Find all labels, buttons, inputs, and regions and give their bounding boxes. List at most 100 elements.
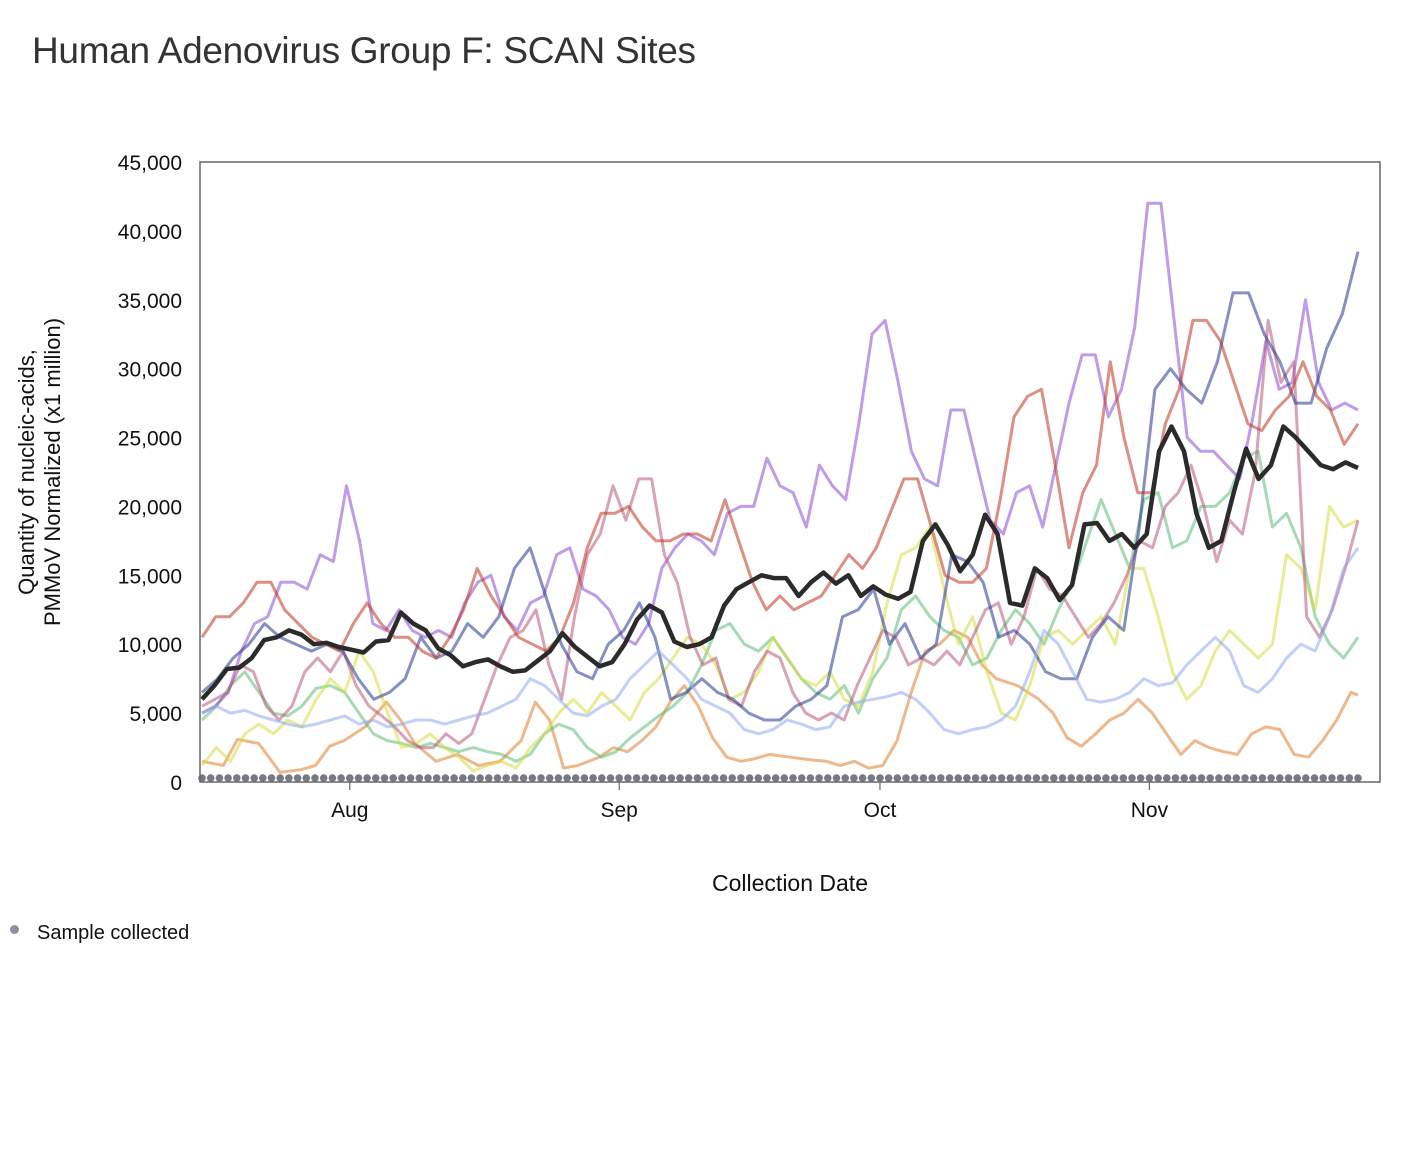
sample-dot[interactable] — [319, 774, 328, 782]
sample-dot[interactable] — [1189, 774, 1197, 782]
sample-dot[interactable] — [876, 774, 884, 782]
sample-dot[interactable] — [267, 774, 276, 782]
series-line-redwood-city-ca[interactable] — [201, 318, 1360, 750]
sample-dot[interactable] — [1006, 774, 1015, 782]
sample-dot[interactable] — [1206, 774, 1214, 782]
sample-dot[interactable] — [398, 774, 406, 782]
sample-dot[interactable] — [858, 774, 867, 782]
sample-dot[interactable] — [1015, 774, 1023, 782]
sample-dot[interactable] — [841, 774, 849, 782]
sample-dot[interactable] — [667, 774, 676, 782]
series-line-average[interactable] — [200, 424, 1359, 701]
sample-dot[interactable] — [971, 774, 980, 782]
sample-dot[interactable] — [1180, 774, 1188, 782]
sample-dot[interactable] — [337, 774, 345, 782]
sample-dot[interactable] — [937, 774, 945, 782]
sample-dot[interactable] — [824, 774, 832, 782]
sample-dot[interactable] — [1232, 774, 1241, 782]
sample-dot[interactable] — [415, 774, 424, 782]
sample-dot[interactable] — [241, 774, 250, 782]
sample-dot[interactable] — [1163, 774, 1171, 782]
sample-dot[interactable] — [215, 774, 224, 782]
sample-dot[interactable] — [615, 774, 623, 782]
sample-dot[interactable] — [658, 774, 667, 782]
sample-dot[interactable] — [1154, 774, 1162, 782]
series-line-gilroy-ca[interactable] — [201, 628, 1359, 774]
sample-dot[interactable] — [554, 774, 563, 782]
sample-dot[interactable] — [1145, 774, 1154, 782]
sample-dot[interactable] — [737, 774, 745, 782]
sample-dot[interactable] — [1223, 774, 1232, 782]
sample-dot[interactable] — [1067, 774, 1075, 782]
sample-dot[interactable] — [980, 774, 989, 782]
sample-dot[interactable] — [997, 774, 1006, 782]
sample-dot[interactable] — [902, 774, 910, 782]
sample-dot[interactable] — [684, 774, 693, 782]
sample-dot[interactable] — [389, 774, 398, 782]
sample-dot[interactable] — [1258, 774, 1267, 782]
sample-dot[interactable] — [1093, 774, 1101, 782]
sample-dot[interactable] — [780, 774, 789, 782]
sample-dot[interactable] — [850, 774, 858, 782]
sample-dot[interactable] — [945, 774, 954, 782]
sample-dot[interactable] — [1215, 774, 1223, 782]
sample-dot[interactable] — [485, 774, 493, 782]
sample-dot[interactable] — [1171, 774, 1180, 782]
sample-dot[interactable] — [328, 774, 337, 782]
sample-dot[interactable] — [797, 774, 806, 782]
sample-dot[interactable] — [763, 774, 771, 782]
sample-dot[interactable] — [1310, 774, 1319, 782]
sample-dot[interactable] — [276, 774, 285, 782]
sample-dot[interactable] — [424, 774, 432, 782]
sample-dot[interactable] — [406, 774, 415, 782]
sample-dot[interactable] — [1267, 774, 1275, 782]
sample-dot[interactable] — [1302, 774, 1310, 782]
sample-dot[interactable] — [285, 774, 293, 782]
series-line-palo-alto-ca[interactable] — [200, 504, 1359, 773]
sample-dot[interactable] — [459, 774, 467, 782]
sample-dot[interactable] — [1345, 774, 1354, 782]
sample-dot[interactable] — [311, 774, 319, 782]
sample-dot[interactable] — [910, 774, 919, 782]
sample-dot[interactable] — [702, 774, 710, 782]
sample-dot[interactable] — [650, 774, 658, 782]
sample-dot[interactable] — [476, 774, 484, 782]
sample-dot[interactable] — [632, 774, 641, 782]
sample-dot[interactable] — [1084, 774, 1093, 782]
sample-dot[interactable] — [537, 774, 545, 782]
sample-dot[interactable] — [1276, 774, 1284, 782]
sample-dot[interactable] — [954, 774, 962, 782]
sample-dot[interactable] — [432, 774, 441, 782]
sample-dot[interactable] — [502, 774, 511, 782]
sample-dot[interactable] — [963, 774, 971, 782]
sample-dot[interactable] — [528, 774, 537, 782]
sample-dot[interactable] — [711, 774, 719, 782]
sample-dot[interactable] — [1041, 774, 1049, 782]
sample-dot[interactable] — [589, 774, 597, 782]
sample-dot[interactable] — [893, 774, 902, 782]
sample-dot[interactable] — [989, 774, 997, 782]
sample-dot[interactable] — [380, 774, 389, 782]
sample-dot[interactable] — [676, 774, 684, 782]
sample-dot[interactable] — [606, 774, 615, 782]
sample-dot[interactable] — [728, 774, 736, 782]
sample-dot[interactable] — [571, 774, 580, 782]
sample-dot[interactable] — [563, 774, 571, 782]
sample-dot[interactable] — [206, 774, 215, 782]
sample-dot[interactable] — [354, 774, 363, 782]
sample-dot[interactable] — [867, 774, 876, 782]
sample-dot[interactable] — [467, 774, 476, 782]
sample-dot[interactable] — [293, 774, 302, 782]
sample-dot[interactable] — [493, 774, 502, 782]
sample-dot[interactable] — [580, 774, 589, 782]
series-line-oceanside-san-francisco-ca[interactable] — [201, 251, 1360, 722]
sample-dot[interactable] — [1284, 774, 1293, 782]
sample-dot[interactable] — [1336, 774, 1345, 782]
sample-dot[interactable] — [641, 774, 650, 782]
sample-dot[interactable] — [598, 774, 606, 782]
sample-dot[interactable] — [519, 774, 528, 782]
sample-dot[interactable] — [1354, 774, 1362, 782]
sample-dot[interactable] — [450, 774, 458, 782]
sample-dot[interactable] — [1032, 774, 1041, 782]
sample-dot[interactable] — [1136, 774, 1145, 782]
